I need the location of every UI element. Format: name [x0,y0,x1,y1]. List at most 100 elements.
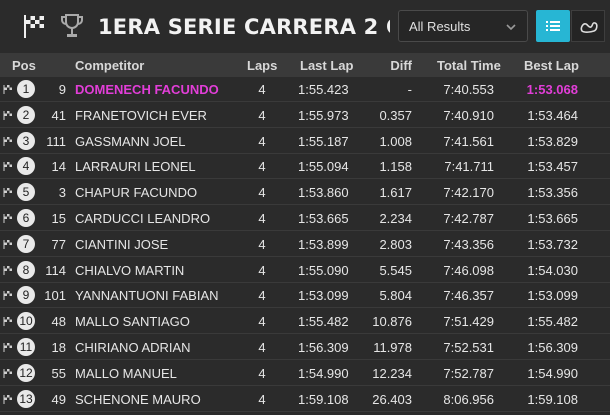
table-row[interactable]: 13 49 SCHENONE MAURO 4 1:59.108 26.403 8:06.95… [0,387,610,412]
row-laps: 4 [258,107,266,123]
column-header-pos[interactable]: Pos [12,58,36,73]
row-position: 8 [17,260,35,279]
row-diff: 11.978 [373,340,412,355]
row-competitor: CIANTINI JOSE [75,236,169,252]
row-best-lap: 1:55.482 [527,314,578,330]
table-row[interactable]: 3 111 GASSMANN JOEL 4 1:55.187 1.008 7:41.561 1… [0,129,610,154]
trophy-icon[interactable] [58,12,86,40]
row-competitor: CHIRIANO ADRIAN [75,340,191,355]
row-total-time: 7:46.098 [443,262,494,278]
table-row[interactable]: 12 55 MALLO MANUEL 4 1:54.990 12.234 7:52.787 1… [0,361,610,386]
row-last-lap: 1:55.090 [298,262,349,278]
table-row[interactable]: 7 77 CIANTINI JOSE 4 1:53.899 2.803 7:43.356 1:… [0,232,610,257]
row-total-time: 7:41.561 [443,133,494,149]
row-total-time: 7:51.429 [443,314,494,330]
row-laps: 4 [258,365,266,381]
list-view-button[interactable] [536,10,570,42]
row-best-lap: 1:53.068 [526,82,578,97]
row-laps: 4 [258,314,266,330]
row-checkered-flag-icon [3,343,12,352]
table-row[interactable]: 11 18 CHIRIANO ADRIAN 4 1:56.309 11.978 7:52.5… [0,335,610,360]
column-header-diff[interactable]: Diff [390,58,412,73]
row-car-number: 18 [51,340,66,355]
row-best-lap: 1:53.665 [527,211,578,226]
row-laps: 4 [258,236,266,252]
row-total-time: 7:46.357 [443,288,494,304]
row-laps: 4 [258,211,266,226]
row-checkered-flag-icon [3,188,12,198]
row-position: 12 [17,363,35,382]
row-checkered-flag-icon [3,291,12,301]
row-position: 2 [17,105,35,124]
row-car-number: 49 [51,391,66,407]
column-header-competitor[interactable]: Competitor [75,58,145,73]
column-header-total-time[interactable]: Total Time [437,58,501,73]
row-competitor: DOMENECH FACUNDO [75,82,219,97]
track-view-button[interactable] [571,10,605,42]
row-position: 10 [17,312,35,331]
row-car-number: 111 [46,133,66,149]
row-position: 13 [17,389,35,408]
row-car-number: 15 [51,211,66,226]
table-row[interactable]: 10 48 MALLO SANTIAGO 4 1:55.482 10.876 7:51.42… [0,309,610,335]
row-diff: 2.803 [379,236,412,252]
results-filter-select[interactable]: All Results [398,10,528,42]
chevron-down-icon [506,24,516,31]
row-car-number: 41 [51,107,66,123]
row-position: 4 [17,157,35,176]
track-view-icon [580,22,598,33]
row-best-lap: 1:53.829 [527,133,578,149]
row-diff: 0.357 [379,107,412,123]
column-header-best-lap[interactable]: Best Lap [524,58,579,73]
row-best-lap: 1:53.457 [527,159,578,175]
table-row[interactable]: 6 15 CARDUCCI LEANDRO 4 1:53.665 2.234 7:42.78… [0,206,610,231]
row-checkered-flag-icon [3,214,12,223]
row-car-number: 77 [51,236,66,252]
row-last-lap: 1:55.094 [298,159,349,175]
row-last-lap: 1:53.099 [298,288,349,304]
row-diff: 1.617 [379,185,412,201]
row-best-lap: 1:53.356 [527,185,578,201]
row-diff: 5.545 [379,262,412,278]
row-total-time: 8:06.956 [443,391,494,407]
table-row[interactable]: 2 41 FRANETOVICH EVER 4 1:55.973 0.357 7:40.91… [0,103,610,128]
row-competitor: CHAPUR FACUNDO [75,185,198,201]
row-diff: 12.234 [372,365,412,381]
table-header: Pos Competitor Laps Last Lap Diff Total … [0,53,610,77]
row-laps: 4 [258,133,266,149]
table-row[interactable]: 9 101 YANNANTUONI FABIAN 4 1:53.099 5.804 7:46… [0,283,610,309]
row-diff: 10.876 [372,314,412,330]
row-total-time: 7:43.356 [443,236,494,252]
results-header: 1ERA SERIE CARRERA 2 CLASE 3 All Results [0,0,610,52]
row-competitor: YANNANTUONI FABIAN [75,288,219,304]
row-competitor: LARRAURI LEONEL [75,159,196,175]
row-best-lap: 1:53.099 [527,288,578,304]
table-row[interactable]: 1 9 DOMENECH FACUNDO 4 1:55.423 - 7:40.553 1:53… [0,77,610,102]
table-row[interactable]: 8 114 CHIALVO MARTIN 4 1:55.090 5.545 7:46.098… [0,258,610,283]
row-position: 5 [17,183,35,202]
row-best-lap: 1:59.108 [527,391,578,407]
row-total-time: 7:41.711 [444,159,494,175]
row-position: 11 [17,338,35,356]
page-title: 1ERA SERIE CARRERA 2 CLASE 3 [98,15,390,39]
row-laps: 4 [258,82,266,97]
row-last-lap: 1:55.973 [298,107,349,123]
list-view-icon [546,21,560,31]
row-laps: 4 [258,391,266,407]
row-best-lap: 1:54.990 [527,365,578,381]
row-last-lap: 1:59.108 [298,391,349,407]
row-best-lap: 1:56.309 [527,340,578,355]
checkered-flag-icon[interactable] [20,12,48,40]
row-last-lap: 1:56.309 [298,340,349,355]
row-last-lap: 1:53.665 [298,211,349,226]
row-total-time: 7:42.170 [443,185,494,201]
row-diff: 1.008 [379,133,412,149]
row-position: 9 [17,286,35,305]
column-header-last-lap[interactable]: Last Lap [300,58,354,73]
table-row[interactable]: 4 14 LARRAURI LEONEL 4 1:55.094 1.158 7:41.711… [0,154,610,180]
row-last-lap: 1:53.899 [298,236,349,252]
row-diff: - [407,82,412,97]
row-last-lap: 1:55.423 [298,82,349,97]
table-row[interactable]: 5 3 CHAPUR FACUNDO 4 1:53.860 1.617 7:42.170 1:… [0,180,610,206]
column-header-laps[interactable]: Laps [247,58,278,73]
